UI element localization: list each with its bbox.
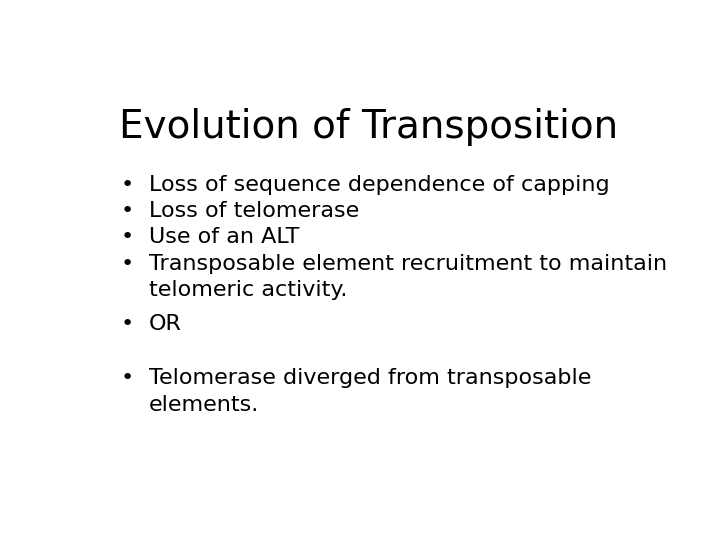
Text: Evolution of Transposition: Evolution of Transposition [120,109,618,146]
Text: •: • [121,254,134,274]
Text: Use of an ALT: Use of an ALT [148,227,299,247]
Text: OR: OR [148,314,181,334]
Text: Loss of sequence dependence of capping: Loss of sequence dependence of capping [148,175,609,195]
Text: Loss of telomerase: Loss of telomerase [148,201,359,221]
Text: Transposable element recruitment to maintain: Transposable element recruitment to main… [148,254,667,274]
Text: Telomerase diverged from transposable: Telomerase diverged from transposable [148,368,591,388]
Text: elements.: elements. [148,395,259,415]
Text: •: • [121,227,134,247]
Text: •: • [121,175,134,195]
Text: •: • [121,314,134,334]
Text: telomeric activity.: telomeric activity. [148,280,347,300]
Text: •: • [121,201,134,221]
Text: •: • [121,368,134,388]
